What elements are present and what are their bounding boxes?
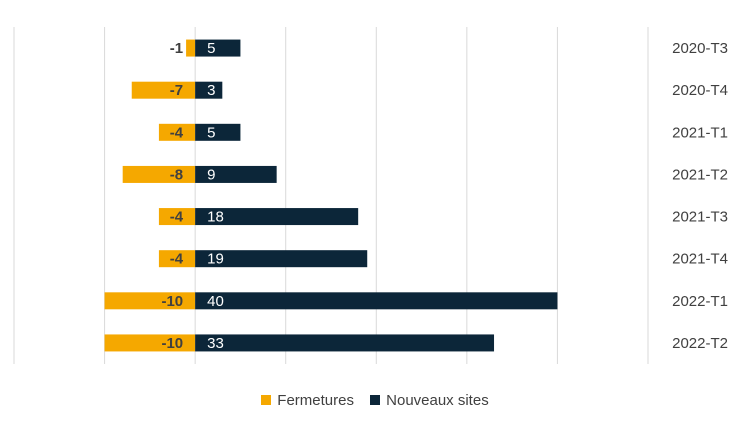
bar-fermetures (186, 39, 196, 57)
data-label-fermetures: -8 (170, 166, 183, 183)
data-label-fermetures: -10 (161, 293, 183, 310)
data-label-fermetures: -1 (170, 40, 183, 57)
bar-nouveaux-sites (195, 208, 359, 226)
category-label: 2020-T3 (672, 40, 728, 57)
data-label-fermetures: -4 (170, 124, 184, 141)
bar-nouveaux-sites (195, 123, 241, 141)
data-labels: -1 5 -7 3 -4 5 -8 9 -4 18 -4 19 -10 40 -10 33 (161, 40, 223, 352)
bar-fermetures (104, 334, 196, 352)
data-label-nouveaux-sites: 33 (207, 335, 224, 352)
category-label: 2020-T4 (672, 82, 728, 99)
bar-nouveaux-sites (195, 250, 368, 268)
category-label: 2021-T1 (672, 124, 728, 141)
legend-label-nouveaux-sites: Nouveaux sites (386, 392, 489, 409)
bar-fermetures (158, 123, 196, 141)
data-label-fermetures: -10 (161, 335, 183, 352)
category-label: 2022-T2 (672, 335, 728, 352)
bar-nouveaux-sites (195, 165, 277, 183)
category-label: 2021-T2 (672, 166, 728, 183)
data-label-fermetures: -4 (170, 251, 184, 268)
bars (104, 39, 558, 352)
legend: Fermetures Nouveaux sites (0, 392, 750, 409)
data-label-fermetures: -4 (170, 209, 184, 226)
bar-nouveaux-sites (195, 292, 558, 310)
bar-nouveaux-sites (195, 39, 241, 57)
bar-fermetures (104, 292, 196, 310)
legend-item-fermetures: Fermetures (261, 392, 354, 409)
data-label-nouveaux-sites: 40 (207, 293, 224, 310)
category-labels: 2020-T3 2020-T4 2021-T1 2021-T2 2021-T3 2021-… (672, 40, 728, 352)
bar-nouveaux-sites (195, 334, 495, 352)
category-label: 2022-T1 (672, 293, 728, 310)
bar-fermetures (158, 250, 196, 268)
data-label-nouveaux-sites: 9 (207, 166, 215, 183)
legend-swatch-fermetures (261, 395, 272, 405)
data-label-nouveaux-sites: 3 (207, 82, 215, 99)
legend-label-fermetures: Fermetures (277, 392, 354, 409)
gridlines (13, 27, 649, 364)
data-label-nouveaux-sites: 18 (207, 209, 224, 226)
bar-fermetures (158, 208, 196, 226)
data-label-nouveaux-sites: 19 (207, 251, 224, 268)
data-label-fermetures: -7 (170, 82, 183, 99)
bar-nouveaux-sites (195, 81, 223, 99)
category-label: 2021-T4 (672, 251, 728, 268)
legend-item-nouveaux-sites: Nouveaux sites (370, 392, 489, 409)
bar-fermetures (122, 165, 196, 183)
data-label-nouveaux-sites: 5 (207, 124, 215, 141)
data-label-nouveaux-sites: 5 (207, 40, 215, 57)
legend-swatch-nouveaux-sites (370, 395, 381, 405)
bar-fermetures (131, 81, 196, 99)
category-label: 2021-T3 (672, 209, 728, 226)
